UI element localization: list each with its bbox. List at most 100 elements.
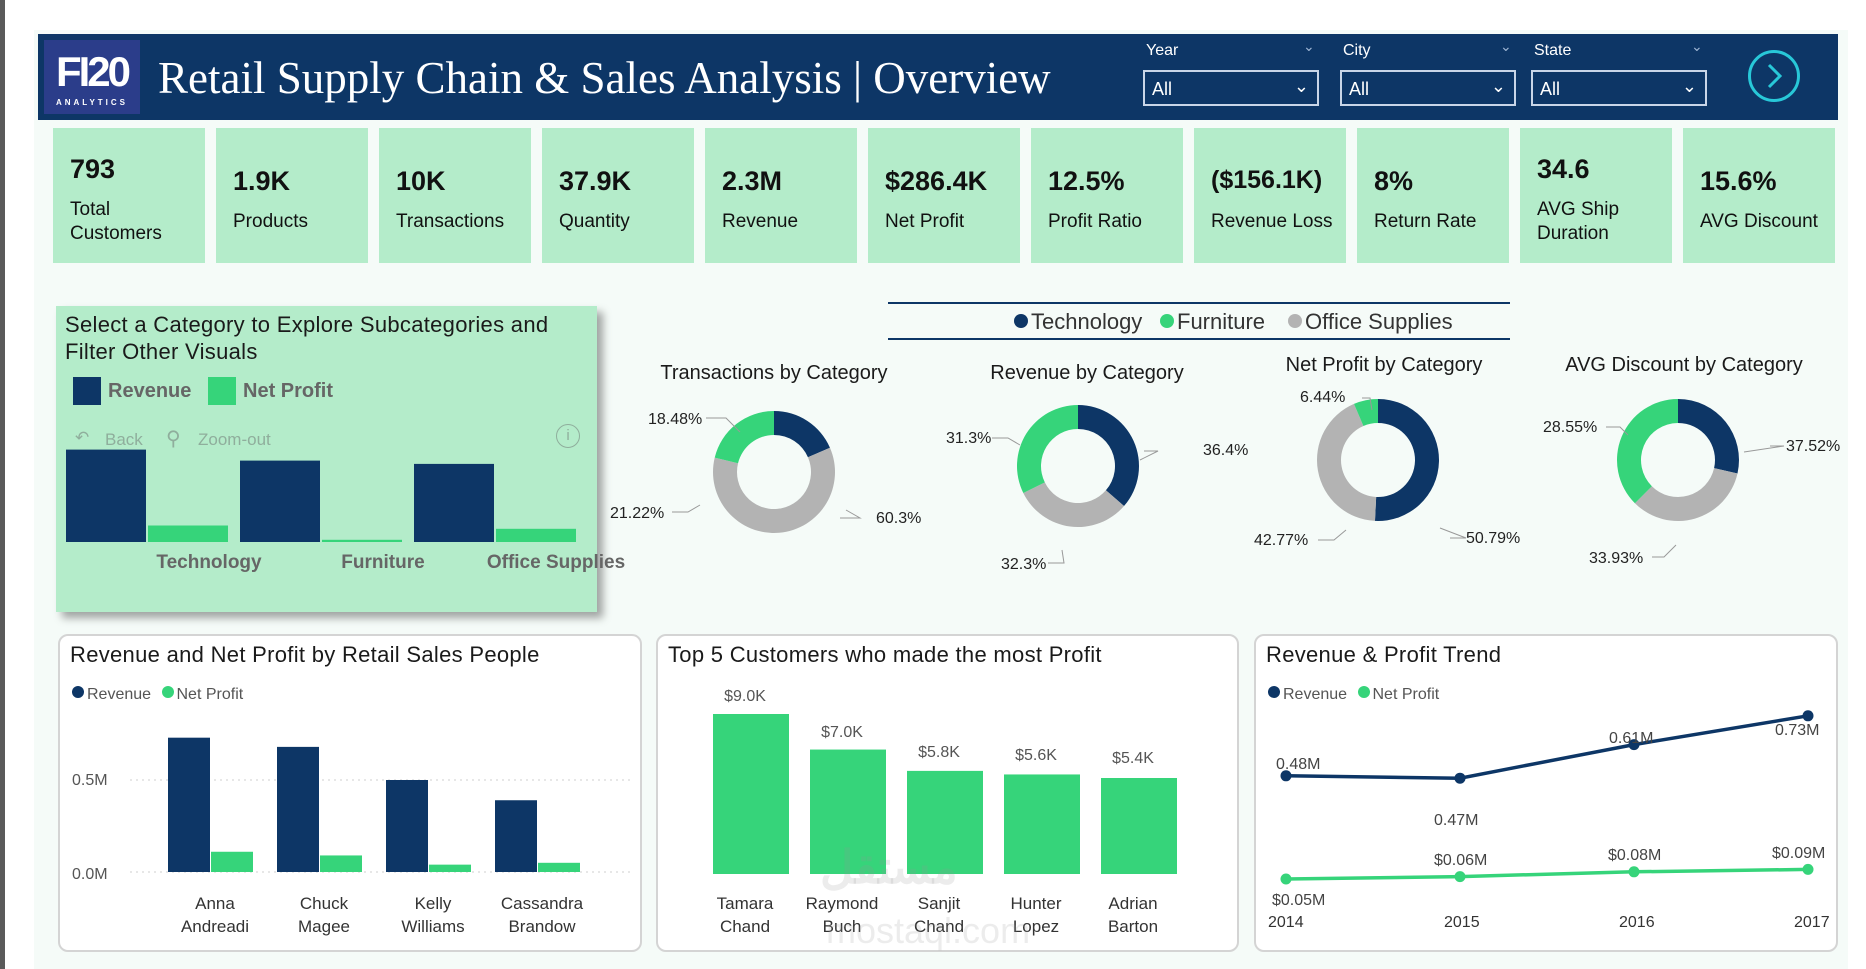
- technology-revenue-bar[interactable]: [66, 449, 146, 542]
- top-customers-bar-chart[interactable]: [658, 636, 1241, 954]
- net-profit-dot: [1357, 686, 1370, 698]
- category-panel-title: Select a Category to Explore Subcategori…: [65, 312, 549, 364]
- x-label-kelly-williams: Kelly Williams: [378, 892, 488, 938]
- net-profit-donut-title: Net Profit by Category: [1285, 354, 1483, 376]
- revenue-point-2016[interactable]: [1628, 739, 1640, 751]
- net-profit-point-2015[interactable]: [1454, 871, 1466, 883]
- back-arrow-icon[interactable]: ↶: [75, 428, 90, 447]
- profit-office-slice[interactable]: [1317, 403, 1377, 521]
- city-filter-dropdown[interactable]: All ⌄: [1340, 70, 1516, 106]
- chuck-magee-net-profit-bar[interactable]: [320, 855, 362, 872]
- furniture-net-profit-bar[interactable]: [322, 539, 402, 542]
- leader-line: [1652, 544, 1677, 558]
- transactions-office-slice[interactable]: [712, 447, 835, 533]
- kpi-value: 10K: [396, 166, 446, 196]
- chevron-right-icon: [1767, 63, 1783, 89]
- profit-label-2014: $0.05M: [1272, 892, 1326, 909]
- discount-technology-slice[interactable]: [1678, 399, 1739, 474]
- profit-technology-slice[interactable]: [1374, 399, 1440, 521]
- net-profit-trend-line[interactable]: [1285, 867, 1809, 881]
- cassandra-brandow-net-profit-bar[interactable]: [538, 862, 580, 872]
- leader-line: [1743, 445, 1785, 453]
- discount-furniture-slice[interactable]: [1617, 398, 1678, 504]
- technology-net-profit-bar[interactable]: [148, 525, 228, 543]
- discount-office-slice[interactable]: [1634, 468, 1738, 521]
- x-tick-2014: 2014: [1268, 914, 1304, 931]
- revenue-label-2015: 0.47M: [1434, 812, 1479, 829]
- transactions-technology-slice[interactable]: [774, 411, 830, 458]
- net-profit-point-2016[interactable]: [1628, 866, 1640, 878]
- value-label: $5.6K: [1015, 747, 1057, 764]
- trend-line-chart[interactable]: [1256, 636, 1840, 954]
- category-selector-panel: Select a Category to Explore Subcategori…: [56, 306, 625, 612]
- revenue-point-2015[interactable]: [1454, 772, 1466, 784]
- kpi-avg-discount: 15.6% AVG Discount: [1683, 128, 1835, 263]
- person-first-name: Kelly: [414, 894, 452, 913]
- legend-technology[interactable]: Technology: [1014, 309, 1142, 335]
- office-supplies-dot: [1288, 314, 1302, 328]
- category-label-office-supplies[interactable]: Office Supplies: [486, 552, 626, 573]
- zoom-out-button[interactable]: Zoom-out: [198, 430, 271, 449]
- category-bar-chart[interactable]: [56, 306, 597, 612]
- cassandra-brandow-revenue-bar[interactable]: [495, 800, 537, 872]
- revenue-technology-slice[interactable]: [1078, 405, 1139, 507]
- transactions-furniture-slice[interactable]: [714, 411, 774, 464]
- category-label-furniture[interactable]: Furniture: [341, 552, 425, 573]
- anna-andreadi-revenue-bar[interactable]: [168, 737, 210, 872]
- chevron-down-icon[interactable]: ⌄: [1691, 38, 1703, 54]
- net-profit-dot: [161, 686, 174, 698]
- state-filter-dropdown[interactable]: All ⌄: [1531, 70, 1707, 106]
- info-icon[interactable]: i: [556, 424, 580, 448]
- revenue-office-slice[interactable]: [1023, 482, 1125, 527]
- person-first-name: Cassandra: [500, 894, 584, 913]
- leader-line: [1048, 549, 1065, 564]
- zoom-icon[interactable]: ⚲: [166, 428, 181, 450]
- furniture-revenue-bar[interactable]: [240, 460, 320, 542]
- kelly-williams-net-profit-bar[interactable]: [429, 864, 471, 872]
- window-edge: [0, 0, 5, 969]
- leader-line: [1439, 527, 1467, 539]
- revenue-point-2017[interactable]: [1802, 710, 1814, 722]
- sales-people-bar-chart[interactable]: [60, 636, 644, 954]
- revenue-trend-line[interactable]: [1285, 714, 1809, 780]
- sanjit-chand-profit-bar[interactable]: [907, 770, 983, 874]
- kpi-label: Quantity: [559, 211, 630, 232]
- kpi-value: 793: [70, 154, 116, 184]
- office-supplies-revenue-bar[interactable]: [414, 463, 494, 542]
- net-profit-point-2014[interactable]: [1280, 873, 1292, 885]
- chevron-down-icon[interactable]: ⌄: [1500, 38, 1512, 54]
- chevron-down-icon[interactable]: ⌄: [1303, 38, 1315, 54]
- kpi-quantity: 37.9K Quantity: [542, 128, 694, 263]
- anna-andreadi-net-profit-bar[interactable]: [211, 851, 253, 872]
- legend-furniture[interactable]: Furniture: [1160, 309, 1265, 335]
- next-page-button[interactable]: [1748, 50, 1800, 102]
- kpi-value: 15.6%: [1700, 166, 1777, 196]
- raymond-buch-profit-bar[interactable]: [810, 749, 886, 874]
- chuck-magee-revenue-bar[interactable]: [277, 746, 319, 872]
- kelly-williams-revenue-bar[interactable]: [386, 780, 428, 872]
- profit-furniture-slice[interactable]: [1353, 399, 1378, 426]
- tamara-chand-profit-bar[interactable]: [713, 714, 789, 874]
- category-label-technology[interactable]: Technology: [156, 552, 262, 573]
- net-profit-point-2017[interactable]: [1802, 863, 1814, 875]
- x-tick-2015: 2015: [1444, 914, 1480, 931]
- office-supplies-net-profit-bar[interactable]: [496, 528, 576, 542]
- person-last-name: Brandow: [508, 917, 576, 936]
- year-filter-dropdown[interactable]: All ⌄: [1143, 70, 1319, 106]
- adrian-barton-profit-bar[interactable]: [1101, 778, 1177, 874]
- kpi-total-customers: 793 Total Customers: [53, 128, 205, 263]
- back-button[interactable]: Back: [105, 430, 143, 449]
- person-first-name: Chuck: [299, 894, 349, 913]
- revenue-label-2016: 0.61M: [1609, 730, 1654, 747]
- profit-furniture-pct: 6.44%: [1300, 389, 1346, 406]
- legend-office-supplies[interactable]: Office Supplies: [1288, 309, 1453, 335]
- revenue-furniture-slice[interactable]: [1016, 405, 1078, 494]
- leader-line: [1318, 529, 1347, 541]
- revenue-point-2014[interactable]: [1280, 770, 1292, 782]
- x-label-chuck-magee: Chuck Magee: [269, 892, 379, 938]
- trend-legend: Revenue Net Profit: [1268, 686, 1439, 704]
- x-tick-2016: 2016: [1619, 914, 1655, 931]
- hunter-lopez-profit-bar[interactable]: [1004, 774, 1080, 874]
- x-label-hunter-lopez: Hunter Lopez: [981, 892, 1091, 938]
